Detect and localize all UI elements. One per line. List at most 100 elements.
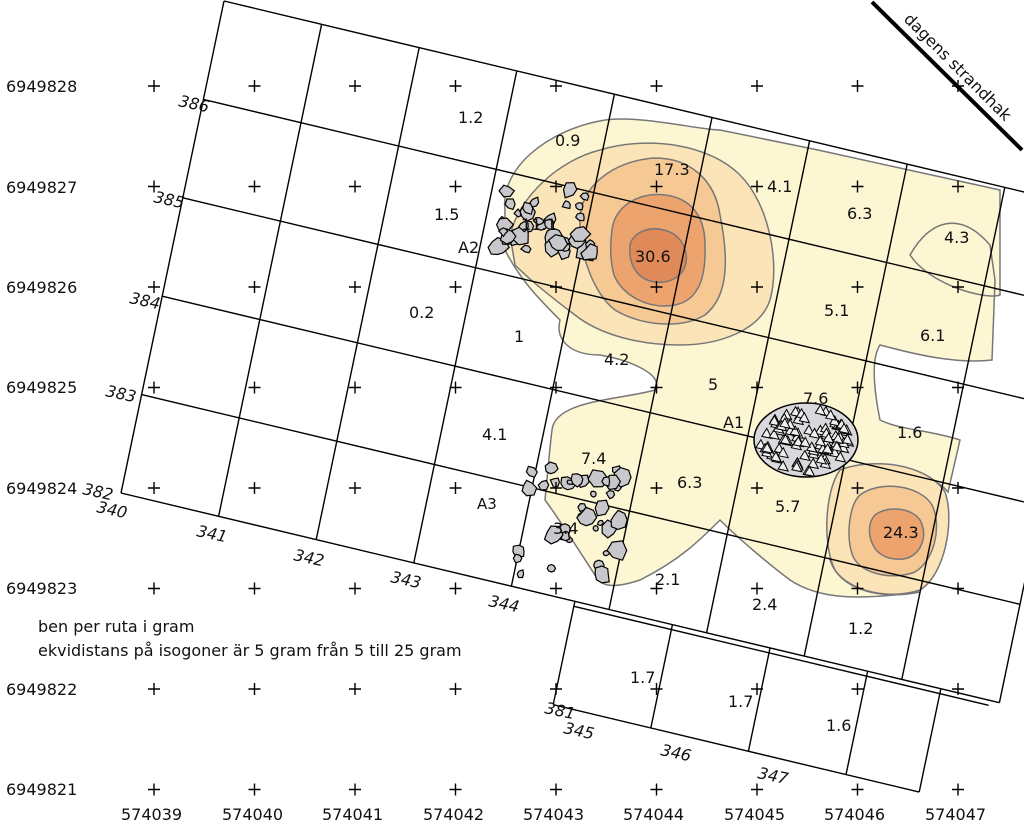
grid-cross — [650, 381, 663, 394]
legend-line-2: ekvidistans på isogoner är 5 gram från 5… — [38, 641, 462, 660]
stone-fragment — [807, 457, 820, 470]
grid-cross — [851, 180, 864, 193]
grid-cross — [248, 582, 261, 595]
grid-cross — [650, 783, 663, 796]
cell-value: 5 — [708, 375, 718, 394]
stone — [610, 509, 628, 531]
grid-cross — [248, 482, 261, 494]
grid-cross — [550, 683, 562, 695]
grid-cross — [550, 281, 562, 293]
grid-line — [918, 688, 942, 793]
stone-fragment — [814, 404, 827, 416]
grid-cross — [248, 281, 261, 293]
grid-cross — [248, 683, 261, 695]
grid-cross — [349, 482, 361, 494]
grid-cross — [148, 281, 160, 293]
stone — [579, 192, 590, 202]
cell-value: 1.7 — [630, 668, 655, 687]
excavation-grid — [120, 0, 1024, 793]
grid-cross — [751, 482, 763, 494]
grid-cross — [851, 482, 864, 494]
stone-fragment — [822, 432, 835, 444]
grid-line — [182, 197, 1024, 400]
stone — [574, 202, 584, 211]
stone-fragment — [791, 460, 803, 473]
stone-fragment — [799, 436, 812, 449]
stone — [562, 182, 578, 199]
stone-fragment — [824, 409, 837, 421]
cell-value: 1.6 — [826, 716, 851, 735]
easting-label: 574041 — [322, 805, 383, 824]
cell-values: 1.2 0.9 17.3 4.1 6.3 4.3 1.5 11.1 30.6 5… — [409, 108, 969, 735]
grid-cross — [349, 582, 361, 595]
grid-cross — [449, 482, 462, 494]
grid-cross — [349, 783, 361, 796]
local-row-label: 386 — [177, 91, 211, 116]
grid-cross — [248, 381, 261, 394]
grid-cross — [148, 783, 160, 796]
stone — [569, 226, 592, 243]
cell-value: 4.1 — [482, 425, 507, 444]
stone — [589, 490, 597, 498]
northing-label: 6949826 — [6, 278, 77, 297]
cell-value: 30.6 — [635, 247, 671, 266]
stone-fragment — [770, 450, 782, 463]
stone-feature-a2 — [487, 182, 598, 262]
stone — [513, 208, 522, 218]
cell-value: 4.2 — [604, 350, 629, 369]
grid-cross — [449, 80, 462, 92]
local-col-label: 343 — [389, 567, 423, 592]
grid-line — [553, 703, 920, 793]
stone — [519, 244, 532, 254]
grid-line — [413, 70, 518, 564]
grid-cross — [349, 281, 361, 293]
grid-line — [141, 393, 1021, 605]
stone-fragment — [838, 422, 851, 435]
grid-line — [747, 647, 771, 752]
grid-cross — [650, 180, 663, 193]
grid-cross — [148, 582, 160, 595]
grid-line — [845, 671, 869, 775]
grid-cross — [751, 683, 763, 695]
cell-value: 7.6 — [803, 389, 828, 408]
grid-cross — [449, 381, 462, 394]
cell-value: 11.1 — [521, 215, 557, 234]
easting-labels: 574039 574040 574041 574042 574043 57404… — [121, 805, 986, 824]
bone-density-isogons — [503, 118, 1001, 598]
grid-cross — [751, 783, 763, 796]
national-grid-crosses — [148, 80, 964, 796]
grid-cross — [349, 683, 361, 695]
easting-label: 574043 — [523, 805, 584, 824]
grid-cross — [952, 281, 964, 293]
grid-cross — [248, 783, 261, 796]
stone — [532, 216, 545, 226]
stone — [576, 506, 598, 527]
cell-value: 0.9 — [555, 131, 580, 150]
grid-cross — [449, 180, 462, 193]
isogon-20g-east — [868, 508, 925, 560]
grid-cross — [248, 180, 261, 193]
grid-cross — [650, 482, 663, 494]
stone — [594, 565, 610, 584]
grid-line — [315, 47, 420, 540]
stone-fragment — [777, 459, 790, 472]
cell-value: 6.3 — [677, 473, 702, 492]
grid-cross — [550, 381, 562, 394]
stone-fragment — [768, 428, 781, 441]
local-col-label: 347 — [756, 763, 791, 788]
grid-cross — [952, 482, 964, 494]
stone-fragment — [777, 446, 790, 459]
cell-value: 1.6 — [897, 423, 922, 442]
grid-cross — [650, 80, 663, 92]
grid-cross — [650, 582, 663, 595]
local-col-label: 341 — [195, 521, 229, 546]
cell-value: 5.7 — [775, 497, 800, 516]
stone-fragment — [779, 433, 792, 446]
cell-value: 1.2 — [848, 619, 873, 638]
stone — [521, 479, 538, 497]
stone — [546, 563, 557, 573]
stone — [498, 184, 516, 198]
stone — [601, 476, 611, 487]
stone — [561, 200, 571, 210]
stone-fragment — [814, 435, 827, 447]
